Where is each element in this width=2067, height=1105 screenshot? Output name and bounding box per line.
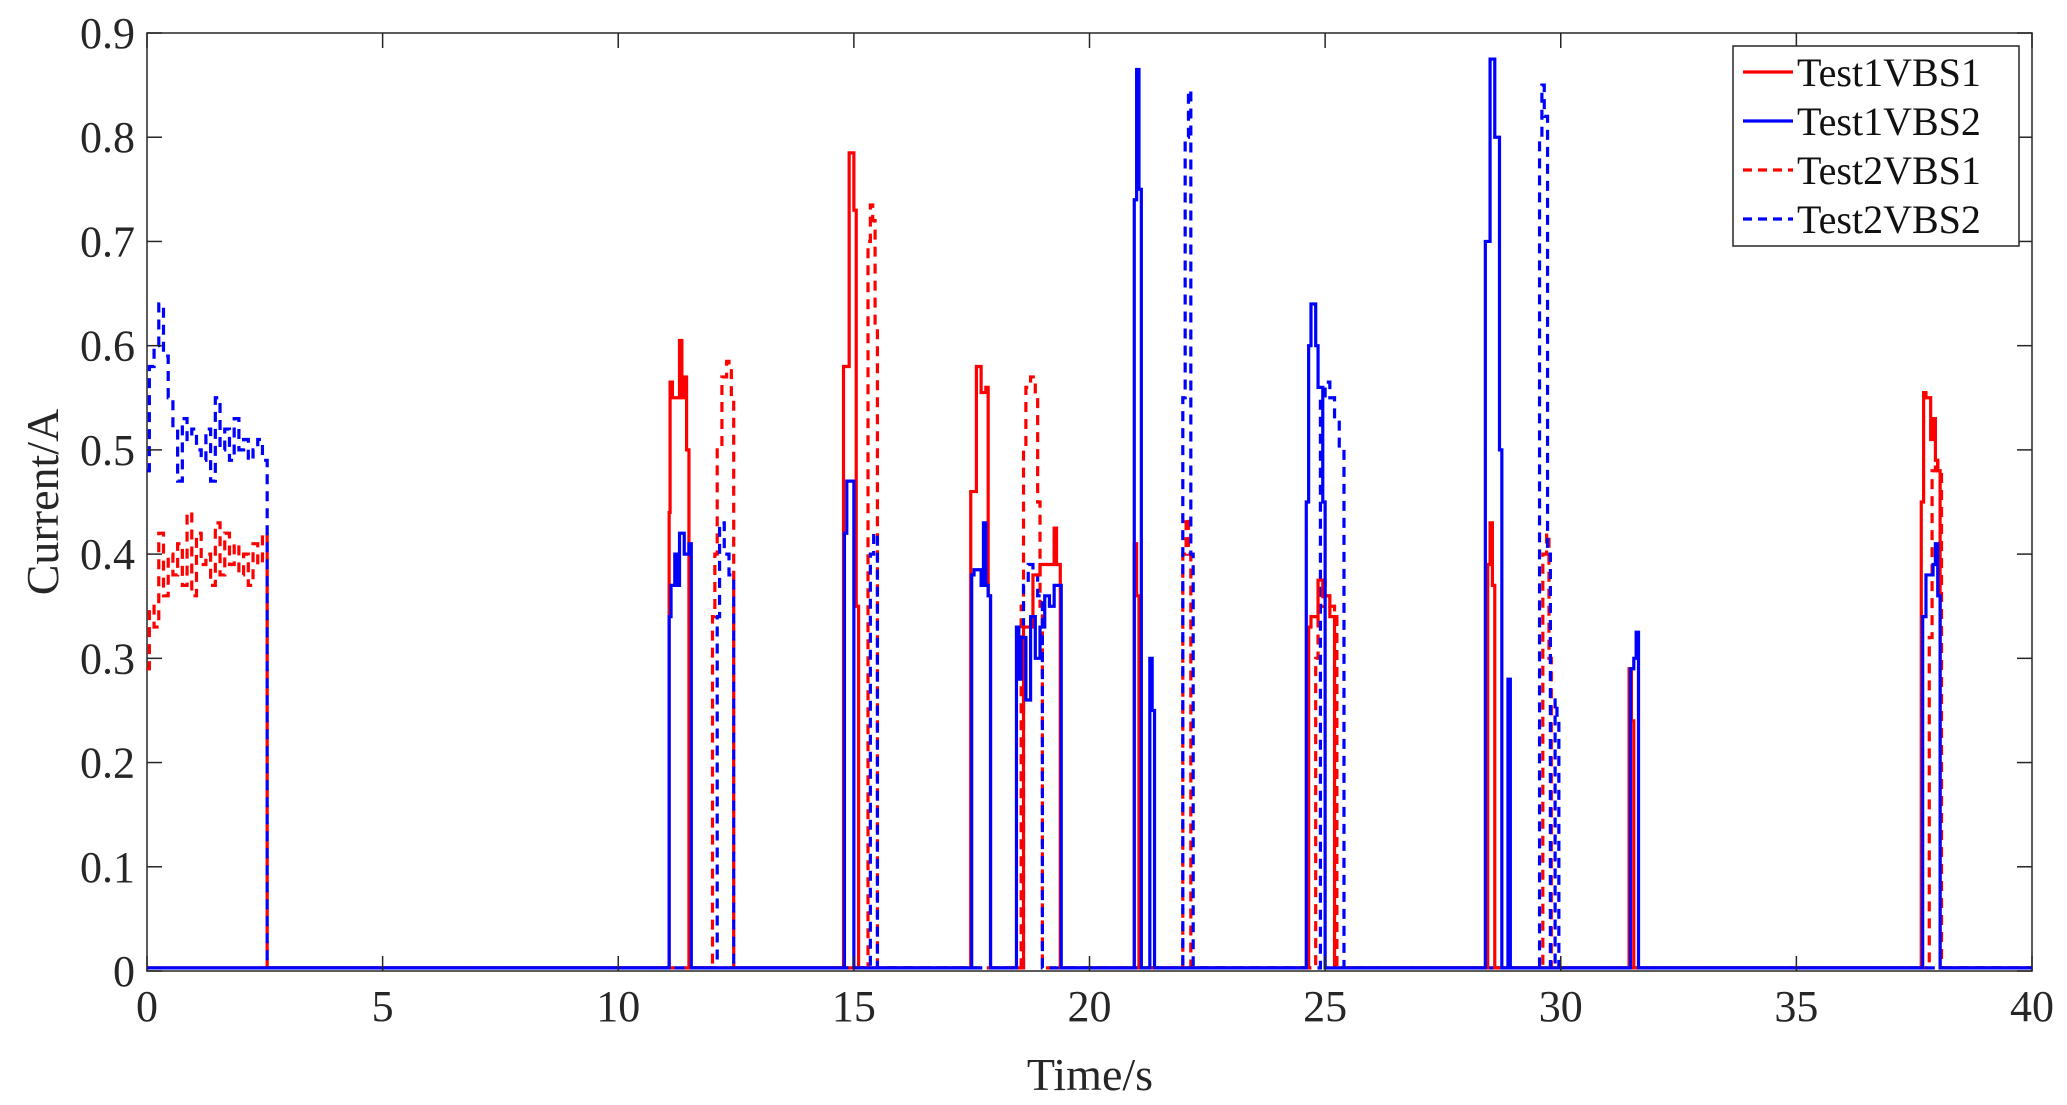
y-tick-label: 0.7 (80, 217, 135, 266)
series-line-test2vbs2 (147, 83, 2032, 970)
x-tick-label: 35 (1774, 982, 1818, 1031)
y-tick-label: 0.8 (80, 113, 135, 162)
y-axis-label: Current/A (17, 409, 68, 596)
legend-label: Test2VBS2 (1797, 197, 1981, 242)
legend-label: Test2VBS1 (1797, 148, 1981, 193)
x-tick-label: 0 (136, 982, 158, 1031)
x-tick-label: 25 (1303, 982, 1347, 1031)
x-tick-label: 15 (832, 982, 876, 1031)
plot-area (146, 32, 2033, 972)
x-tick-label: 20 (1068, 982, 1112, 1031)
x-tick-label: 30 (1539, 982, 1583, 1031)
y-tick-label: 0.3 (80, 634, 135, 683)
legend-label: Test1VBS2 (1797, 99, 1981, 144)
x-tick-label: 40 (2010, 982, 2054, 1031)
series-line-test2vbs1 (147, 203, 2032, 970)
x-axis-label: Time/s (1027, 1049, 1153, 1100)
y-tick-label: 0.4 (80, 530, 135, 579)
y-tick-label: 0.9 (80, 9, 135, 58)
y-tick-label: 0 (113, 947, 135, 996)
x-tick-label: 5 (372, 982, 394, 1031)
legend-box (1732, 45, 2020, 247)
legend-label: Test1VBS1 (1797, 50, 1981, 95)
y-tick-label: 0.2 (80, 739, 135, 788)
y-tick-label: 0.5 (80, 426, 135, 475)
series-layer (147, 57, 2032, 970)
series-line-test1vbs2 (147, 57, 2032, 970)
tick-layer: 0 5 10 15 20 25 30 35 40 0 0.1 0.2 0.3 0.4 0.5 0.6 0.7 0.… (80, 9, 2054, 1031)
y-tick-label: 0.1 (80, 843, 135, 892)
x-tick-label: 10 (596, 982, 640, 1031)
y-tick-label: 0.6 (80, 322, 135, 371)
